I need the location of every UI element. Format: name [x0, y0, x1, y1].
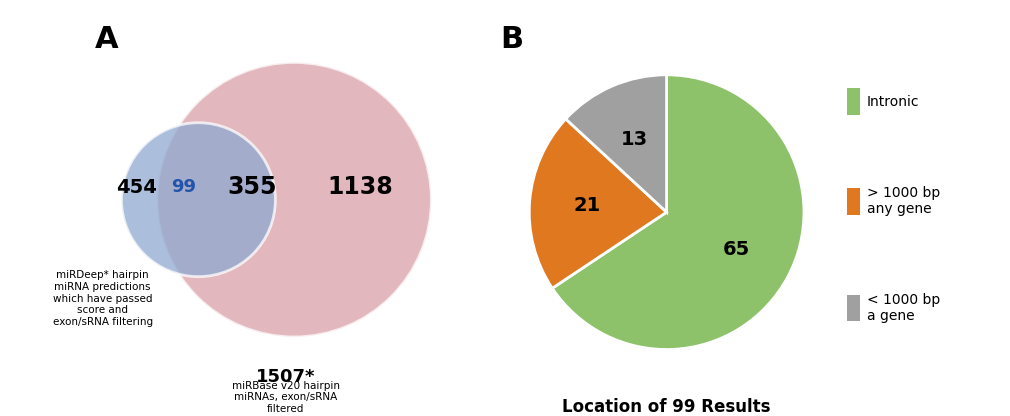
- Text: 21: 21: [574, 196, 601, 215]
- Text: 99: 99: [172, 178, 196, 196]
- Text: Intronic: Intronic: [867, 94, 919, 109]
- Text: 65: 65: [723, 240, 750, 259]
- Text: miRBase v20 hairpin
miRNAs, exon/sRNA
filtered: miRBase v20 hairpin miRNAs, exon/sRNA fi…: [231, 381, 339, 414]
- Circle shape: [121, 123, 276, 277]
- Circle shape: [157, 62, 431, 337]
- FancyBboxPatch shape: [846, 295, 860, 321]
- FancyBboxPatch shape: [846, 188, 860, 215]
- Wedge shape: [529, 119, 667, 288]
- Text: > 1000 bp
any gene: > 1000 bp any gene: [867, 186, 940, 216]
- Text: 1138: 1138: [328, 175, 394, 199]
- Text: 454: 454: [115, 178, 157, 197]
- Text: Location of 99 Results: Location of 99 Results: [563, 398, 771, 416]
- Text: miRDeep* hairpin
miRNA predictions
which have passed
score and
exon/sRNA filteri: miRDeep* hairpin miRNA predictions which…: [53, 270, 153, 327]
- Wedge shape: [566, 75, 667, 212]
- Text: 1507*: 1507*: [256, 368, 315, 386]
- Text: 355: 355: [227, 175, 278, 199]
- Text: B: B: [500, 25, 523, 54]
- FancyBboxPatch shape: [846, 88, 860, 115]
- Text: 13: 13: [621, 130, 648, 149]
- Wedge shape: [552, 75, 804, 349]
- Text: < 1000 bp
a gene: < 1000 bp a gene: [867, 293, 940, 323]
- Text: A: A: [95, 25, 119, 54]
